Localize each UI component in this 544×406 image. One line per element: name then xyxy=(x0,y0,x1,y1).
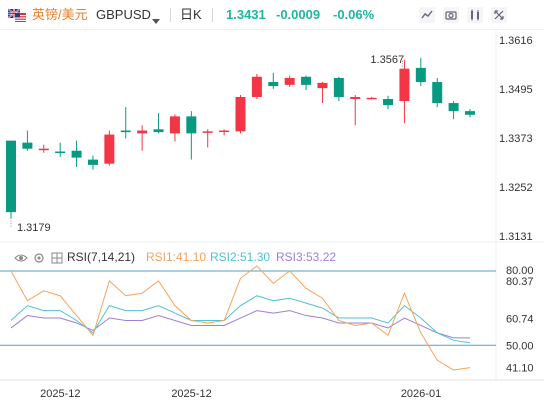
price-change-percent: -0.06% xyxy=(333,7,375,22)
candle-body xyxy=(219,130,230,133)
price-axis-label: 1.3495 xyxy=(499,84,533,96)
candle-body xyxy=(22,142,33,149)
settings-chart-icon[interactable] xyxy=(418,6,436,24)
rsi3-line xyxy=(10,310,470,339)
dropdown-arrow-icon[interactable] xyxy=(152,12,160,24)
rsi3-value: RSI3:53.22 xyxy=(276,250,337,264)
candle-body xyxy=(465,111,475,115)
time-axis-label: 2026-01 xyxy=(401,388,441,400)
candle-body xyxy=(448,103,459,112)
candles-group xyxy=(6,57,475,219)
rsi1-value: RSI1:41.10 xyxy=(146,250,207,264)
high-annotation: 1.3567 xyxy=(370,54,404,66)
rsi-axis-label: 80.37 xyxy=(506,276,534,288)
rsi-table-icon[interactable] xyxy=(51,251,63,264)
rsi-settings-icon[interactable] xyxy=(33,251,45,263)
candle-body xyxy=(186,116,197,134)
candle-body xyxy=(87,159,98,165)
time-axis: 2025-12 2025-12 2026-01 xyxy=(40,388,441,400)
rsi-axis-label: 50.00 xyxy=(506,340,534,352)
price-axis-label: 1.3616 xyxy=(499,35,533,47)
fullscreen-icon[interactable] xyxy=(490,6,508,24)
candle-body xyxy=(38,148,49,151)
annotations: 1.3567 1.3179 xyxy=(10,54,404,234)
period-selector[interactable]: 日K xyxy=(180,7,202,22)
rsi-name: RSI(7,14,21) xyxy=(67,250,136,264)
candle-body xyxy=(55,151,66,154)
candle-body xyxy=(350,96,361,100)
chart-grid xyxy=(0,30,544,381)
time-axis-label: 2025-12 xyxy=(40,388,80,400)
candle-body xyxy=(6,140,16,213)
rsi1-line xyxy=(10,265,471,371)
candle-body xyxy=(268,82,279,87)
price-axis-label: 1.3252 xyxy=(499,182,533,194)
candle-body xyxy=(71,150,82,158)
candle-body xyxy=(284,77,295,85)
camera-icon[interactable] xyxy=(442,6,460,24)
candle-body xyxy=(251,76,262,97)
candle-body xyxy=(153,129,164,133)
candle-body xyxy=(202,131,213,133)
symbol-code[interactable]: GBPUSD xyxy=(96,7,151,22)
price-axis: 1.3616 1.3495 1.3373 1.3252 1.3131 xyxy=(499,35,533,243)
candle-body xyxy=(415,67,426,83)
instrument-name[interactable]: 英镑/美元 xyxy=(32,7,88,22)
candle-body xyxy=(383,99,394,106)
rsi-axis-label: 41.10 xyxy=(506,362,534,374)
current-price: 1.3431 xyxy=(226,7,266,22)
candle-body xyxy=(366,97,377,100)
rsi2-value: RSI2:51.30 xyxy=(210,250,271,264)
chart-toolbar: 英镑/美元 GBPUSD 日K 1.3431 -0.0009 -0.06% xyxy=(0,0,544,30)
candle-body xyxy=(333,77,344,97)
price-change: -0.0009 xyxy=(276,7,321,22)
candle-body xyxy=(137,130,148,134)
candle-body xyxy=(432,82,443,104)
candle-body xyxy=(399,68,410,102)
candle-body xyxy=(301,76,312,85)
rsi-axis-label: 60.74 xyxy=(506,314,534,326)
rsi-axis-label: 80.00 xyxy=(506,265,534,277)
price-axis-label: 1.3131 xyxy=(499,231,533,243)
candle-body xyxy=(317,82,328,89)
price-axis-label: 1.3373 xyxy=(499,133,533,145)
candle-body xyxy=(169,116,180,134)
indicator-icon[interactable] xyxy=(466,6,484,24)
candle-body xyxy=(104,134,115,164)
rsi-lines xyxy=(0,265,496,371)
time-axis-label: 2025-12 xyxy=(171,388,211,400)
candle-body xyxy=(235,96,246,132)
flag-uk-us-icon xyxy=(7,7,26,23)
low-annotation: 1.3179 xyxy=(17,222,51,234)
visibility-eye-icon[interactable] xyxy=(14,251,28,263)
candle-body xyxy=(120,130,131,133)
